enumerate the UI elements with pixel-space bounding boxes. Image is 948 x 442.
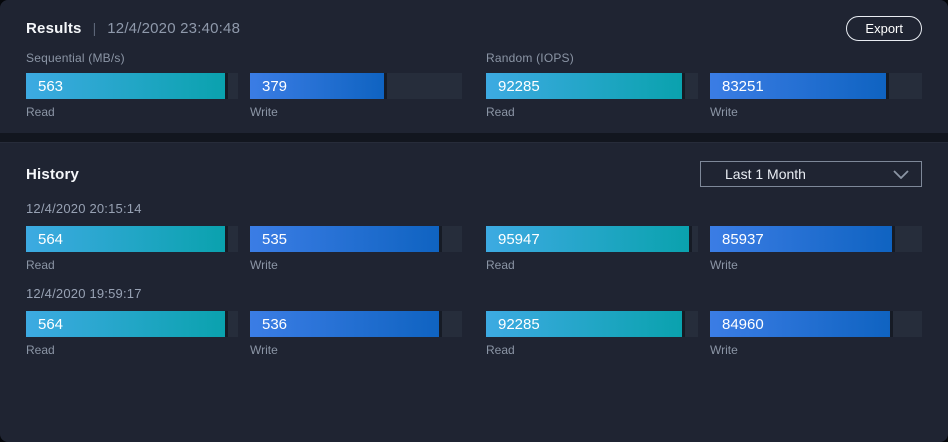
bar-track: 536 — [250, 311, 462, 337]
bar-value: 535 — [262, 230, 288, 248]
random-group-label: Random (IOPS) — [486, 51, 574, 65]
bar-label-write: Write — [250, 105, 278, 119]
bar-fill-read: 564 — [26, 226, 226, 252]
bar-col-rand-write: 83251 Write — [710, 73, 922, 119]
random-bars: 92285 Read 84960 Write — [486, 311, 922, 357]
bar-track: 95947 — [486, 226, 698, 252]
bar-value: 563 — [38, 77, 64, 95]
results-timestamp: 12/4/2020 23:40:48 — [107, 19, 241, 37]
bar-label-read: Read — [26, 258, 55, 272]
bar-fill-write: 536 — [250, 311, 440, 337]
bar-label-write: Write — [250, 343, 278, 357]
bar-fill-write: 83251 — [710, 73, 887, 99]
bar-fill-read: 95947 — [486, 226, 690, 252]
export-button[interactable]: Export — [846, 15, 922, 41]
bar-col-seq-write: 535 Write — [250, 226, 462, 272]
sequential-bars: 563 Read 379 Write — [26, 73, 462, 119]
bar-col-seq-write: 379 Write — [250, 73, 462, 119]
bar-fill-read: 92285 — [486, 73, 682, 99]
bar-track: 564 — [26, 226, 238, 252]
bar-fill-read: 92285 — [486, 311, 682, 337]
random-bars: 92285 Read 83251 Write — [486, 73, 922, 119]
bar-track: 85937 — [710, 226, 922, 252]
random-group: Random (IOPS) 92285 Read 83251 — [486, 51, 922, 119]
history-entry: 12/4/2020 20:15:14 564 Read — [26, 201, 922, 272]
history-title: History — [26, 165, 80, 183]
bar-value: 92285 — [498, 315, 540, 333]
title-date-separator: | — [92, 20, 97, 36]
bar-value: 564 — [38, 230, 64, 248]
history-entry: 12/4/2020 19:59:17 564 Read — [26, 286, 922, 357]
bar-label-read: Read — [486, 258, 515, 272]
bar-col-seq-write: 536 Write — [250, 311, 462, 357]
sequential-bars: 564 Read 536 Write — [26, 311, 462, 357]
bar-col-rand-read: 95947 Read — [486, 226, 698, 272]
bar-track: 563 — [26, 73, 238, 99]
dropdown-selected-value: Last 1 Month — [725, 166, 806, 182]
bar-label-read: Read — [486, 105, 515, 119]
bar-col-rand-read: 92285 Read — [486, 73, 698, 119]
history-range-dropdown[interactable]: Last 1 Month — [700, 161, 922, 187]
bar-track: 92285 — [486, 311, 698, 337]
bar-label-read: Read — [26, 105, 55, 119]
bar-value: 92285 — [498, 77, 540, 95]
bar-track: 564 — [26, 311, 238, 337]
bar-col-seq-read: 563 Read — [26, 73, 238, 119]
history-entry-timestamp: 12/4/2020 19:59:17 — [26, 286, 142, 301]
bar-value: 95947 — [498, 230, 540, 248]
bar-label-read: Read — [486, 343, 515, 357]
history-entry-timestamp: 12/4/2020 20:15:14 — [26, 201, 142, 216]
bar-track: 92285 — [486, 73, 698, 99]
bar-fill-read: 564 — [26, 311, 226, 337]
results-header: Results | 12/4/2020 23:40:48 Export — [26, 15, 922, 41]
results-title: Results — [26, 19, 82, 37]
sequential-group-label: Sequential (MB/s) — [26, 51, 125, 65]
bar-fill-read: 563 — [26, 73, 225, 99]
history-entry-metrics: 564 Read 536 Write — [26, 311, 922, 357]
bar-track: 379 — [250, 73, 462, 99]
bar-label-write: Write — [250, 258, 278, 272]
bar-fill-write: 379 — [250, 73, 384, 99]
bar-col-seq-read: 564 Read — [26, 226, 238, 272]
bar-col-rand-write: 84960 Write — [710, 311, 922, 357]
bar-track: 535 — [250, 226, 462, 252]
bar-value: 379 — [262, 77, 288, 95]
bar-col-rand-write: 85937 Write — [710, 226, 922, 272]
bar-col-rand-read: 92285 Read — [486, 311, 698, 357]
bar-value: 564 — [38, 315, 64, 333]
sequential-group: 564 Read 536 Write — [26, 311, 462, 357]
bar-track: 84960 — [710, 311, 922, 337]
bar-fill-write: 85937 — [710, 226, 893, 252]
sequential-bars: 564 Read 535 Write — [26, 226, 462, 272]
history-panel: History Last 1 Month 12/4/2020 20:15:14 — [0, 142, 948, 442]
results-panel: Results | 12/4/2020 23:40:48 Export Sequ… — [0, 0, 948, 133]
history-entry-metrics: 564 Read 535 Write — [26, 226, 922, 272]
bar-value: 83251 — [722, 77, 764, 95]
sequential-group: 564 Read 535 Write — [26, 226, 462, 272]
bar-label-read: Read — [26, 343, 55, 357]
bar-value: 536 — [262, 315, 288, 333]
chevron-down-icon — [893, 169, 909, 179]
bar-fill-write: 84960 — [710, 311, 891, 337]
random-group: 92285 Read 84960 Write — [486, 311, 922, 357]
results-metrics: Sequential (MB/s) 563 Read 379 — [26, 51, 922, 119]
bar-fill-write: 535 — [250, 226, 440, 252]
bar-label-write: Write — [710, 105, 738, 119]
bar-label-write: Write — [710, 343, 738, 357]
bar-value: 85937 — [722, 230, 764, 248]
bar-track: 83251 — [710, 73, 922, 99]
bar-value: 84960 — [722, 315, 764, 333]
random-bars: 95947 Read 85937 Write — [486, 226, 922, 272]
bar-col-seq-read: 564 Read — [26, 311, 238, 357]
sequential-group: Sequential (MB/s) 563 Read 379 — [26, 51, 462, 119]
bar-label-write: Write — [710, 258, 738, 272]
random-group: 95947 Read 85937 Write — [486, 226, 922, 272]
history-header: History Last 1 Month — [26, 161, 922, 187]
